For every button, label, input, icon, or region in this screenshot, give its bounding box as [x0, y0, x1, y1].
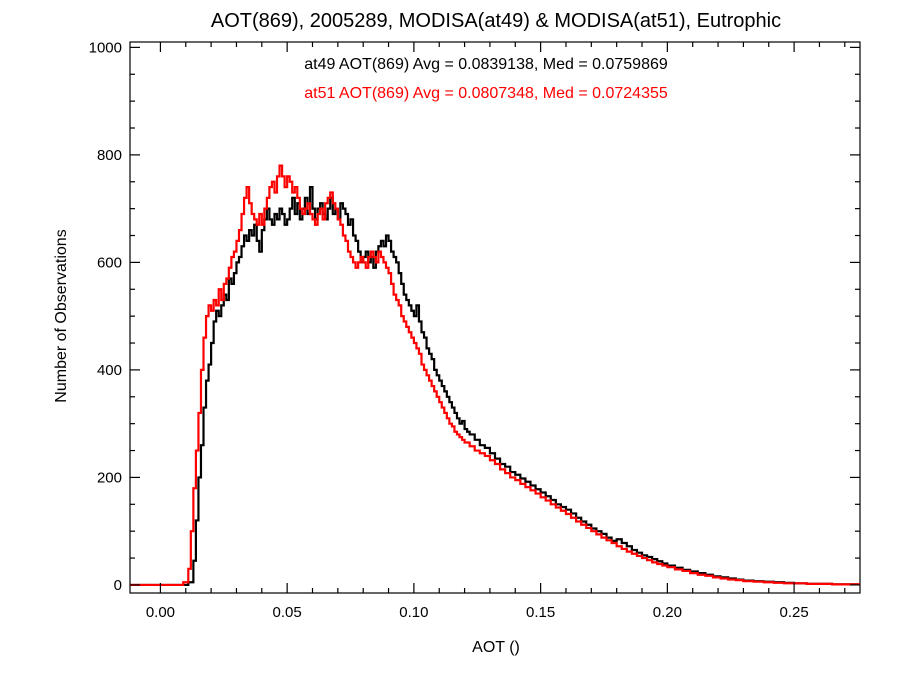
y-tick-label: 1000: [89, 39, 122, 56]
x-tick-label: 0.05: [273, 604, 302, 621]
x-tick-label: 0.20: [653, 604, 682, 621]
histogram-line-1: [130, 164, 860, 587]
y-tick-label: 400: [97, 362, 122, 379]
y-axis-ticks: 0 200 400 600 800 1000: [89, 39, 860, 594]
x-tick-label: 0.15: [526, 604, 555, 621]
x-axis-label: AOT (): [472, 639, 520, 656]
plot-area: 0.00 0.05 0.10 0.15 0.20 0.25 0 200 400 600 800 10…: [89, 39, 861, 621]
y-axis-label: Number of Observations: [53, 229, 70, 402]
chart-title: AOT(869), 2005289, MODISA(at49) & MODISA…: [211, 10, 781, 32]
x-tick-label: 0.00: [146, 604, 175, 621]
y-tick-label: 200: [97, 469, 122, 486]
histogram-series: [130, 164, 860, 587]
annotation-at51-stats: at51 AOT(869) Avg = 0.0807348, Med = 0.0…: [304, 85, 668, 102]
y-tick-label: 600: [97, 254, 122, 271]
plot-frame: [129, 41, 861, 594]
histogram-line-0: [130, 186, 860, 587]
x-tick-label: 0.10: [399, 604, 428, 621]
annotation-at49-stats: at49 AOT(869) Avg = 0.0839138, Med = 0.0…: [304, 56, 668, 73]
y-tick-label: 800: [97, 147, 122, 164]
x-tick-label: 0.25: [779, 604, 808, 621]
x-axis-ticks: 0.00 0.05 0.10 0.15 0.20 0.25: [146, 42, 846, 621]
y-tick-label: 0: [114, 577, 122, 594]
